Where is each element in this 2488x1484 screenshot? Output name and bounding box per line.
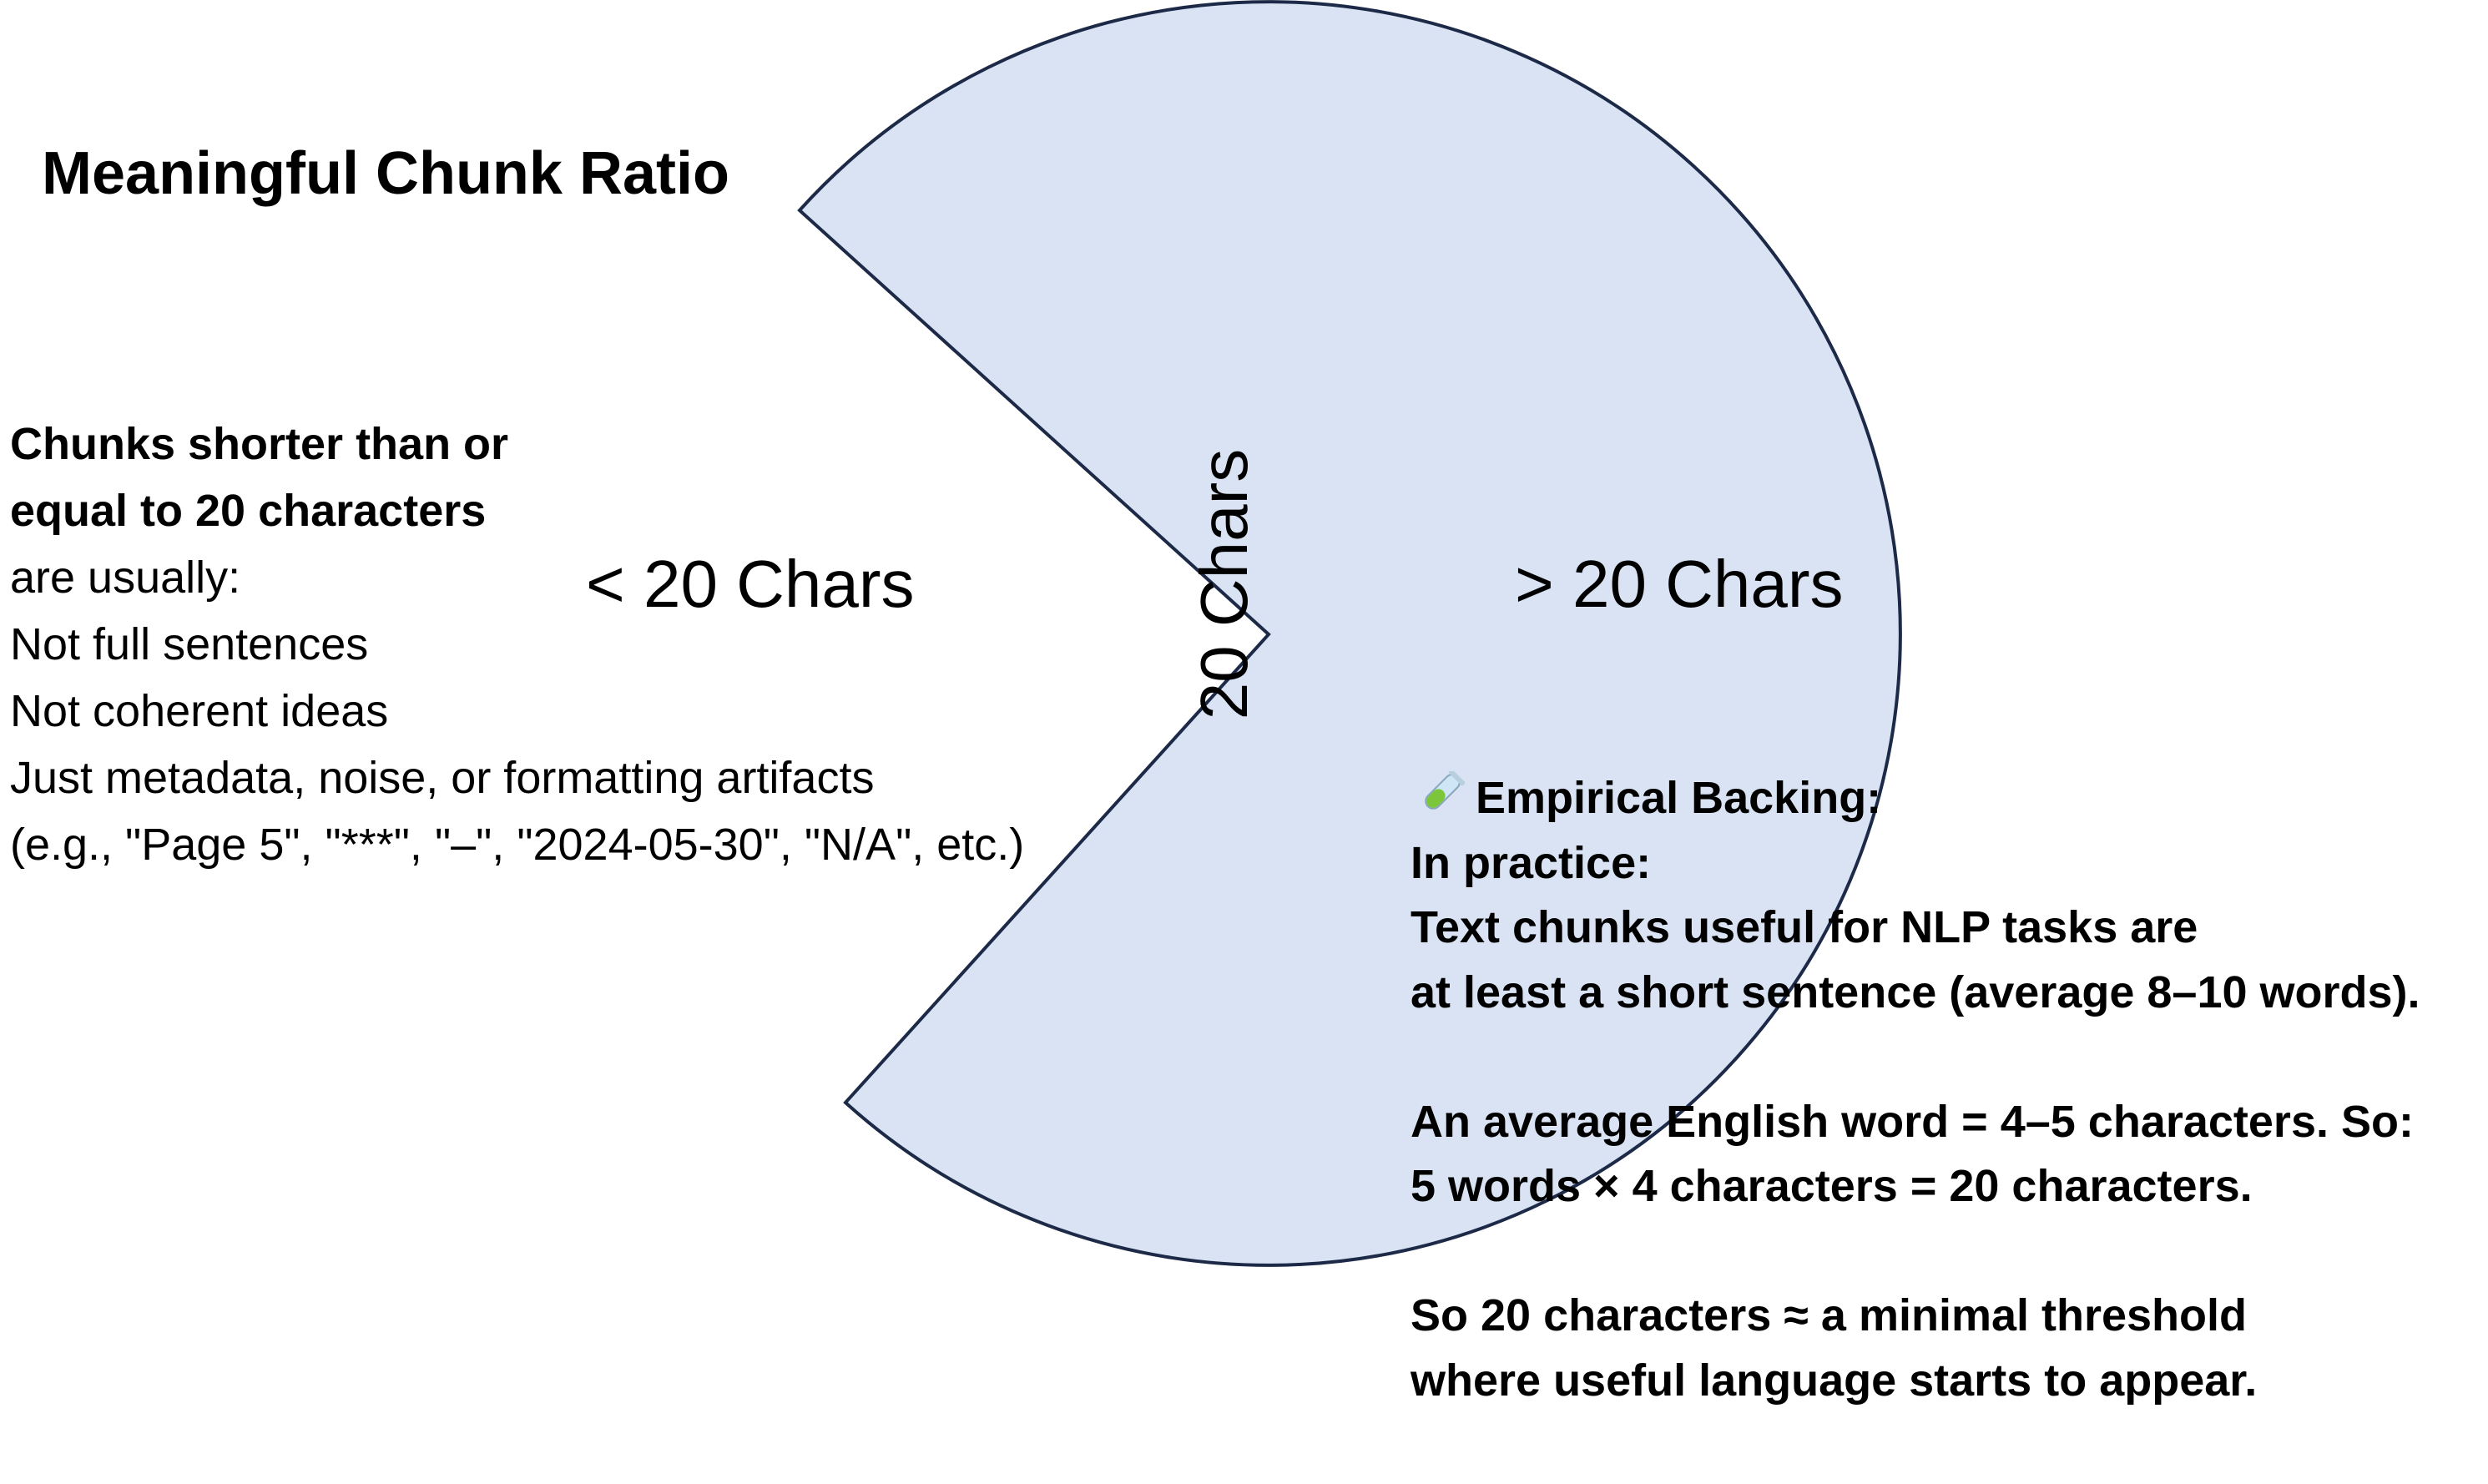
- left-note-line-4: Not full sentences: [10, 619, 369, 669]
- right-note-line-4: at least a short sentence (average 8–10 …: [1411, 967, 2420, 1017]
- right-note: Empirical Backing: In practice: Text chu…: [1411, 766, 2420, 1413]
- label-less-than-20: < 20 Chars: [586, 547, 915, 621]
- label-threshold-20: 20 Chars: [1187, 448, 1261, 720]
- left-note-bold-line-1: Chunks shorter than or: [10, 419, 509, 469]
- left-note-bold-line-2: equal to 20 characters: [10, 486, 487, 536]
- left-note-line-7: (e.g., "Page 5", "***", "–", "2024-05-30…: [10, 820, 1025, 870]
- left-note: Chunks shorter than or equal to 20 chara…: [10, 411, 1024, 878]
- test-tube-icon: [1425, 771, 1466, 810]
- right-note-spacer-1: [1411, 1025, 2420, 1090]
- left-note-line-6: Just metadata, noise, or formatting arti…: [10, 753, 875, 803]
- left-note-line-5: Not coherent ideas: [10, 686, 389, 736]
- right-note-line-7: 5 words × 4 characters = 20 characters.: [1411, 1161, 2253, 1211]
- right-note-line-9: So 20 characters ≈ a minimal threshold: [1411, 1290, 2248, 1340]
- right-note-line-10: where useful language starts to appear.: [1411, 1355, 2258, 1406]
- page-title: Meaningful Chunk Ratio: [42, 140, 729, 207]
- label-more-than-20: > 20 Chars: [1515, 547, 1844, 621]
- pie-wedge-over-20-chars: [797, 0, 1903, 1267]
- right-note-line-6: An average English word = 4–5 characters…: [1411, 1096, 2414, 1147]
- right-note-line-3: Text chunks useful for NLP tasks are: [1411, 902, 2198, 952]
- left-note-line-3: are usually:: [10, 553, 241, 603]
- right-note-heading-line: Empirical Backing:: [1411, 766, 2420, 831]
- right-note-spacer-2: [1411, 1219, 2420, 1285]
- right-note-heading: Empirical Backing:: [1476, 773, 1882, 823]
- right-note-line-2: In practice:: [1411, 837, 1652, 888]
